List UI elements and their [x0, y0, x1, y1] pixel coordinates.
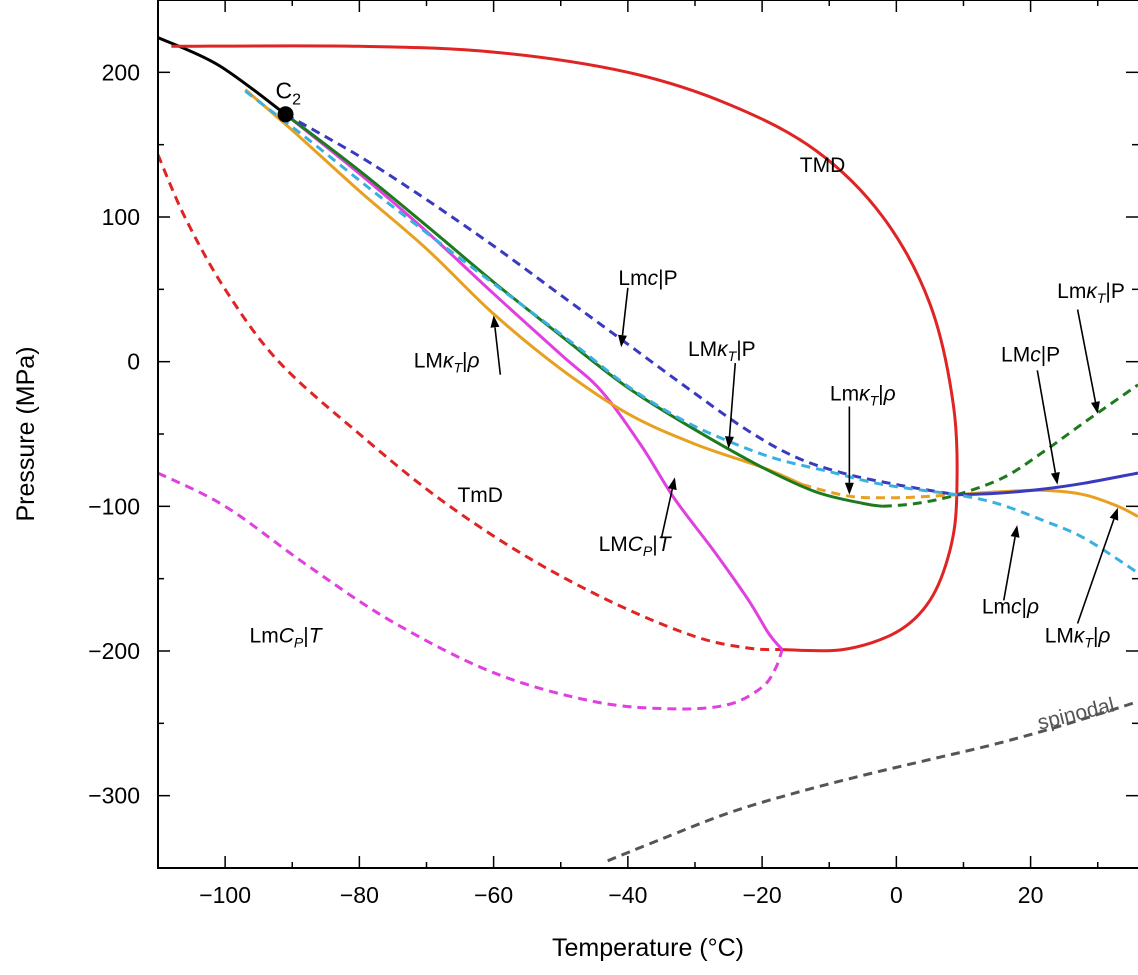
x-axis-title: Temperature (°C)	[552, 934, 744, 962]
annotation-arrow	[1076, 309, 1100, 414]
y-axis-title: Pressure (MPa)	[12, 346, 40, 521]
series-lmc-p-11	[956, 471, 1138, 497]
x-tick-label: 0	[890, 882, 903, 908]
annotation-arrow	[1002, 525, 1020, 601]
annotation-lmkt-p-right: LmκT|P	[1057, 280, 1125, 306]
y-tick-label: 0	[127, 349, 140, 375]
series-lm-t-5	[244, 88, 803, 486]
series-coexistence-0	[158, 36, 287, 116]
annotation-lmkt-rho-mid: LmκT|ρ	[830, 383, 896, 409]
annotation-tmd: TMD	[800, 154, 846, 177]
annotation-arrow	[1076, 507, 1119, 624]
annotation-arrow	[1036, 370, 1060, 485]
series-tmd-1	[171, 44, 959, 653]
x-tick-label: 20	[1018, 882, 1044, 908]
critical-point-label: C2	[276, 77, 302, 108]
series-lmcp-t-3	[158, 471, 784, 711]
series-lm-t-6	[802, 483, 957, 500]
y-tick-label: −300	[88, 783, 140, 809]
annotation-lmc-rho: Lmc|ρ	[982, 595, 1039, 618]
critical-point: C2	[276, 77, 302, 123]
series-lmc-12	[244, 89, 1138, 575]
annotation-lmc-p-right: LMc|P	[1001, 344, 1060, 367]
annotation-lmcp-t-upper: LMCP|T	[599, 533, 673, 559]
y-tick-label: 200	[102, 59, 140, 85]
series-spinodal-13	[607, 700, 1138, 863]
annotation-tmd-minus: TmD	[457, 484, 503, 507]
x-tick-label: −80	[340, 882, 379, 908]
annotation-arrow	[490, 315, 502, 375]
series-tmd-2	[158, 154, 783, 652]
annotation-arrow	[660, 477, 677, 539]
arrows-layer	[490, 287, 1119, 624]
critical-point-marker	[277, 106, 294, 123]
annotations-layer: TMD TmD LmCP|T LMCP|T LMκT|ρ Lmc|P LMκT|P LmκT|…	[250, 154, 1125, 735]
annotation-lmkt-rho-right: LMκT|ρ	[1045, 624, 1111, 650]
annotation-arrow	[618, 287, 629, 348]
x-tick-label: −20	[743, 882, 782, 908]
series-lmc-p-10	[284, 112, 958, 497]
annotation-lmcp-t: LmCP|T	[250, 624, 324, 650]
series-lm-t-p-8	[284, 113, 884, 508]
annotation-lmkt-rho-left: LMκT|ρ	[414, 349, 480, 375]
annotation-lmkt-p-mid: LMκT|P	[688, 338, 756, 364]
curves-layer	[158, 36, 1138, 863]
y-tick-label: −200	[88, 638, 140, 664]
y-tick-label: 100	[102, 204, 140, 230]
x-tick-label: −100	[199, 882, 251, 908]
y-tick-label: −100	[88, 493, 140, 519]
series-lmcp-t-4	[284, 113, 784, 651]
x-tick-label: −60	[474, 882, 513, 908]
annotation-arrow	[725, 363, 737, 449]
annotation-lmc-p: Lmc|P	[618, 267, 677, 290]
annotation-spinodal: spinodal	[1035, 694, 1116, 735]
annotation-arrow	[844, 406, 854, 495]
x-tick-label: −40	[608, 882, 647, 908]
series-lm-t-p-9	[882, 383, 1138, 508]
